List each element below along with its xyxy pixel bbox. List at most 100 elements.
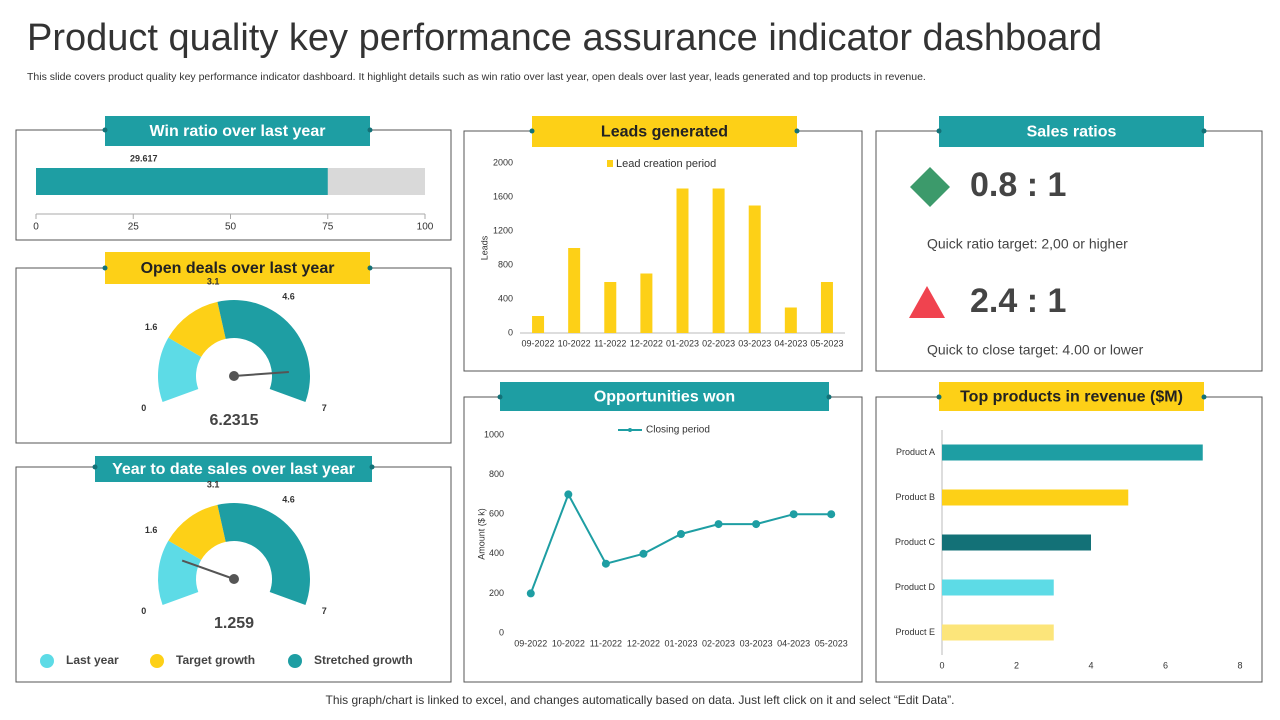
- bar: [640, 273, 653, 333]
- y-tick-label: Product E: [895, 627, 935, 637]
- line-path: [529, 492, 832, 594]
- bar: [712, 188, 725, 333]
- gauge-tick-label: 0: [141, 606, 146, 616]
- panel-title: Open deals over last year: [141, 260, 335, 277]
- y-tick-label: Product D: [895, 582, 936, 592]
- gauge-value: 6.2315: [210, 412, 259, 429]
- x-tick-label: 04-2023: [777, 638, 810, 648]
- legend-marker: [150, 654, 164, 668]
- panel-title: Opportunities won: [594, 389, 735, 406]
- x-tick-label: 05-2023: [815, 638, 848, 648]
- line-point: [752, 520, 761, 529]
- legend-label: Lead creation period: [616, 158, 716, 170]
- x-tick-label: 4: [1088, 660, 1093, 670]
- y-tick-label: Product C: [895, 537, 936, 547]
- y-tick-label: Product A: [896, 447, 935, 457]
- x-tick-label: 10-2022: [552, 638, 585, 648]
- x-tick-label: 75: [322, 222, 334, 233]
- header-dot: [936, 128, 942, 134]
- panel-header: [95, 456, 372, 482]
- panel-header: [939, 116, 1204, 147]
- bar: [568, 248, 581, 333]
- bar: [676, 188, 689, 333]
- gauge-tick-label: 1.6: [145, 322, 158, 332]
- line-point: [564, 490, 573, 499]
- gauge-segment: [217, 300, 310, 402]
- x-tick-label: 6: [1163, 660, 1168, 670]
- y-tick-label: 1200: [493, 225, 513, 235]
- x-tick-label: 03-2023: [738, 338, 771, 348]
- header-dot: [102, 127, 108, 133]
- header-dot: [367, 127, 373, 133]
- gauge-needle: [181, 559, 235, 580]
- panel-title: Top products in revenue ($M): [960, 389, 1183, 406]
- x-tick-label: 02-2023: [702, 638, 735, 648]
- header-dot: [936, 394, 942, 400]
- x-tick-label: 01-2023: [666, 338, 699, 348]
- bar: [942, 444, 1203, 461]
- gauge-needle: [233, 371, 289, 377]
- header-dot: [369, 464, 375, 470]
- gauge-tick-label: 0: [141, 403, 146, 413]
- header-dot: [1201, 394, 1207, 400]
- panel-title: Sales ratios: [1027, 124, 1117, 141]
- header-dot: [794, 128, 800, 134]
- gauge-value: 1.259: [214, 615, 254, 632]
- panel-title: Win ratio over last year: [150, 123, 326, 140]
- gauge-tick-label: 1.6: [145, 525, 158, 535]
- header-dot: [92, 464, 98, 470]
- x-tick-label: 09-2022: [522, 338, 555, 348]
- gauge-tick-label: 7: [322, 606, 327, 616]
- y-tick-label: 0: [499, 627, 504, 637]
- gauge-tick-label: 4.6: [282, 494, 295, 504]
- panel-header: [500, 382, 829, 411]
- y-tick-label: Product B: [895, 492, 935, 502]
- legend-label: Closing period: [646, 425, 710, 436]
- line-point: [526, 589, 535, 598]
- ratio-value: 0.8 : 1: [970, 166, 1066, 204]
- legend-label: Last year: [66, 653, 119, 667]
- header-dot: [367, 265, 373, 271]
- x-tick-label: 100: [417, 222, 434, 233]
- y-tick-label: 800: [489, 469, 504, 479]
- y-tick-label: 400: [498, 293, 513, 303]
- bar: [820, 282, 833, 333]
- gauge-tick-label: 3.1: [207, 480, 220, 490]
- x-tick-label: 10-2022: [558, 338, 591, 348]
- y-tick-label: 400: [489, 548, 504, 558]
- y-tick-label: 1600: [493, 191, 513, 201]
- x-tick-label: 04-2023: [774, 338, 807, 348]
- x-tick-label: 0: [33, 222, 39, 233]
- x-tick-label: 01-2023: [664, 638, 697, 648]
- needle-hub: [229, 574, 239, 584]
- legend-label: Stretched growth: [314, 653, 413, 667]
- gauge-tick-label: 7: [322, 403, 327, 413]
- panel-title: Leads generated: [601, 124, 728, 141]
- gauge-segment: [158, 540, 202, 605]
- gauge-segment: [168, 504, 226, 560]
- line-point: [789, 510, 798, 519]
- x-tick-label: 2: [1014, 660, 1019, 670]
- x-tick-label: 11-2022: [594, 338, 626, 348]
- panel-header: [939, 382, 1204, 411]
- bar: [748, 205, 761, 333]
- header-dot: [1201, 128, 1207, 134]
- y-tick-label: 600: [489, 509, 504, 519]
- panel-header: [105, 116, 370, 146]
- gauge-segment: [158, 337, 202, 402]
- x-tick-label: 25: [128, 222, 140, 233]
- y-tick-label: 2000: [493, 157, 513, 167]
- page-title: Product quality key performance assuranc…: [27, 17, 1102, 59]
- y-tick-label: 200: [489, 588, 504, 598]
- y-tick-label: 800: [498, 259, 513, 269]
- legend-marker: [628, 428, 632, 432]
- header-dot: [826, 394, 832, 400]
- footer-note: This graph/chart is linked to excel, and…: [326, 693, 955, 707]
- gauge-segment: [168, 301, 226, 357]
- y-axis-label: Amount ($ k): [476, 508, 486, 560]
- gauge-tick-label: 4.6: [282, 291, 295, 301]
- bar: [942, 624, 1054, 641]
- header-dot: [497, 394, 503, 400]
- bar: [604, 282, 617, 333]
